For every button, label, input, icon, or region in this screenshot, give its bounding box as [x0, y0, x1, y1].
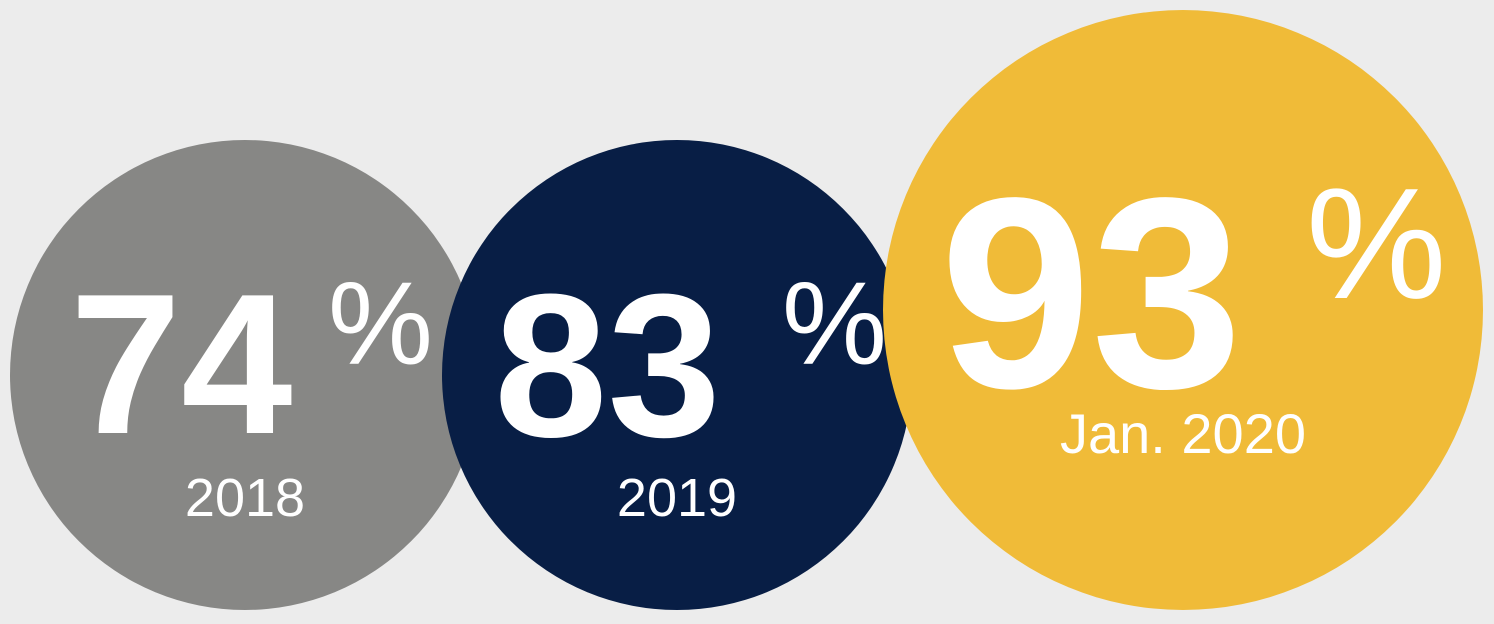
circle-2019 — [442, 140, 912, 610]
circle-2018 — [10, 140, 480, 610]
stat-unit: % — [782, 258, 887, 390]
stat-unit: % — [328, 258, 433, 390]
stat-unit: % — [1306, 156, 1447, 332]
stat-label: 2018 — [185, 468, 305, 528]
stat-value: 74 — [70, 253, 292, 476]
stat-label: 2019 — [617, 468, 737, 528]
stat-value: 93 — [940, 141, 1243, 445]
circle-2020 — [883, 10, 1483, 610]
stat-label: Jan. 2020 — [1060, 402, 1306, 465]
stat-value: 83 — [494, 252, 721, 480]
